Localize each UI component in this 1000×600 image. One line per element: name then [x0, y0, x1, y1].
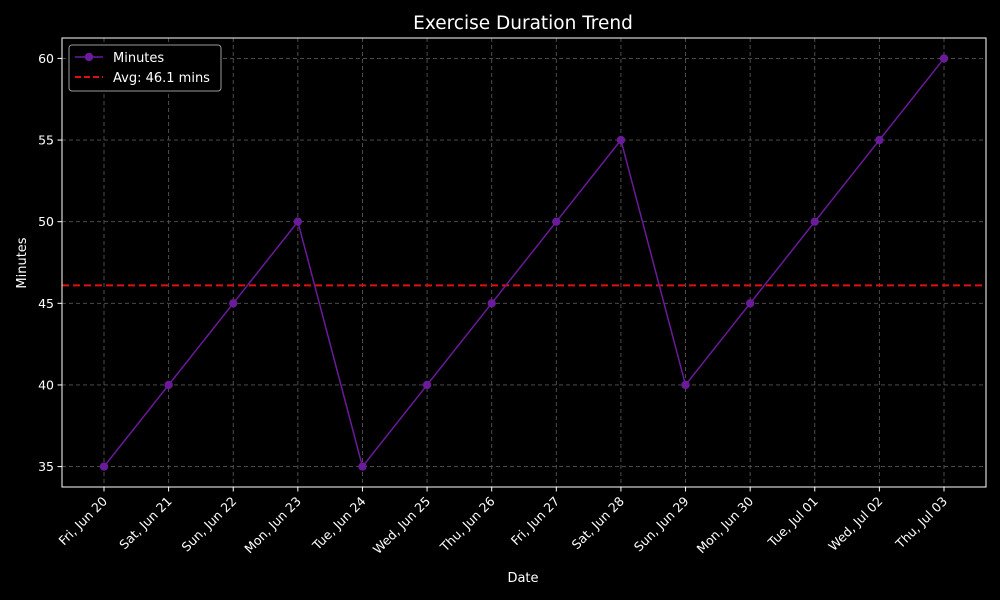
- data-point: [939, 54, 949, 63]
- data-point: [358, 462, 367, 471]
- y-tick-label: 55: [38, 133, 54, 148]
- data-point: [810, 217, 819, 226]
- data-point: [422, 380, 432, 390]
- data-point: [745, 299, 755, 308]
- y-axis-label: Minutes: [15, 237, 30, 288]
- data-point: [293, 217, 303, 226]
- y-tick-label: 50: [38, 214, 54, 229]
- data-point: [229, 299, 238, 308]
- data-point: [164, 380, 173, 390]
- legend-average-label: Avg: 46.1 mins: [113, 71, 210, 86]
- x-axis-label: Date: [507, 571, 538, 586]
- y-tick-label: 35: [38, 459, 54, 474]
- legend-series-marker: [84, 52, 94, 62]
- legend: Minutes Avg: 46.1 mins: [68, 44, 222, 92]
- y-tick-label: 45: [38, 296, 54, 311]
- data-point: [552, 217, 561, 226]
- data-point: [875, 135, 884, 145]
- data-point: [681, 380, 690, 390]
- legend-series-label: Minutes: [113, 51, 164, 66]
- series-layer: [99, 54, 949, 471]
- data-point: [487, 299, 496, 308]
- y-tick-label: 60: [38, 51, 54, 66]
- plot-frame: [61, 37, 987, 488]
- y-axis: 35 40 45 50 55 60: [38, 51, 62, 474]
- data-point: [99, 462, 109, 471]
- series-line: [103, 57, 945, 469]
- chart-title: Exercise Duration Trend: [413, 13, 633, 34]
- y-tick-label: 40: [38, 377, 54, 392]
- legend-box: [68, 44, 222, 92]
- data-point: [616, 135, 626, 145]
